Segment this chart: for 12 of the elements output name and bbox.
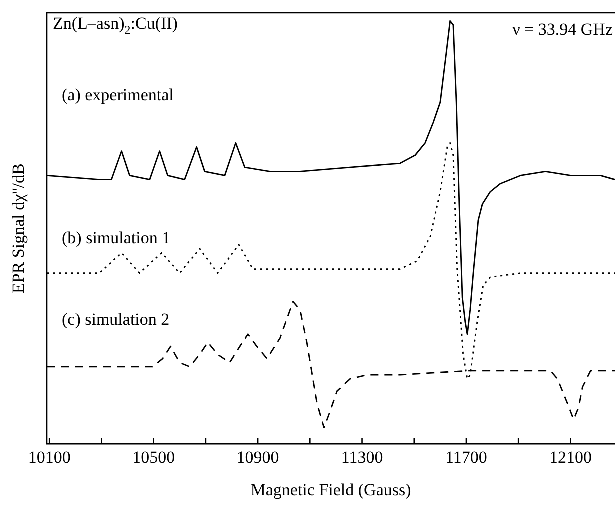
- x-tick-label: 10500: [132, 448, 176, 467]
- series-label: (b) simulation 1: [62, 228, 171, 248]
- series-label: (c) simulation 2: [62, 310, 170, 329]
- y-axis-title: EPR Signal dχ''/dB: [9, 164, 28, 294]
- annotation: ν = 33.94 GHz: [512, 20, 614, 39]
- x-tick-label: 11700: [446, 448, 488, 467]
- x-tick-label: 10100: [28, 448, 71, 467]
- x-tick-label: 12100: [549, 448, 592, 467]
- text: (a) experimental: [62, 86, 174, 105]
- x-axis-title: Magnetic Field (Gauss): [250, 480, 412, 500]
- x-tick-label: 10900: [236, 448, 280, 467]
- x-tick-label: 11300: [341, 448, 384, 467]
